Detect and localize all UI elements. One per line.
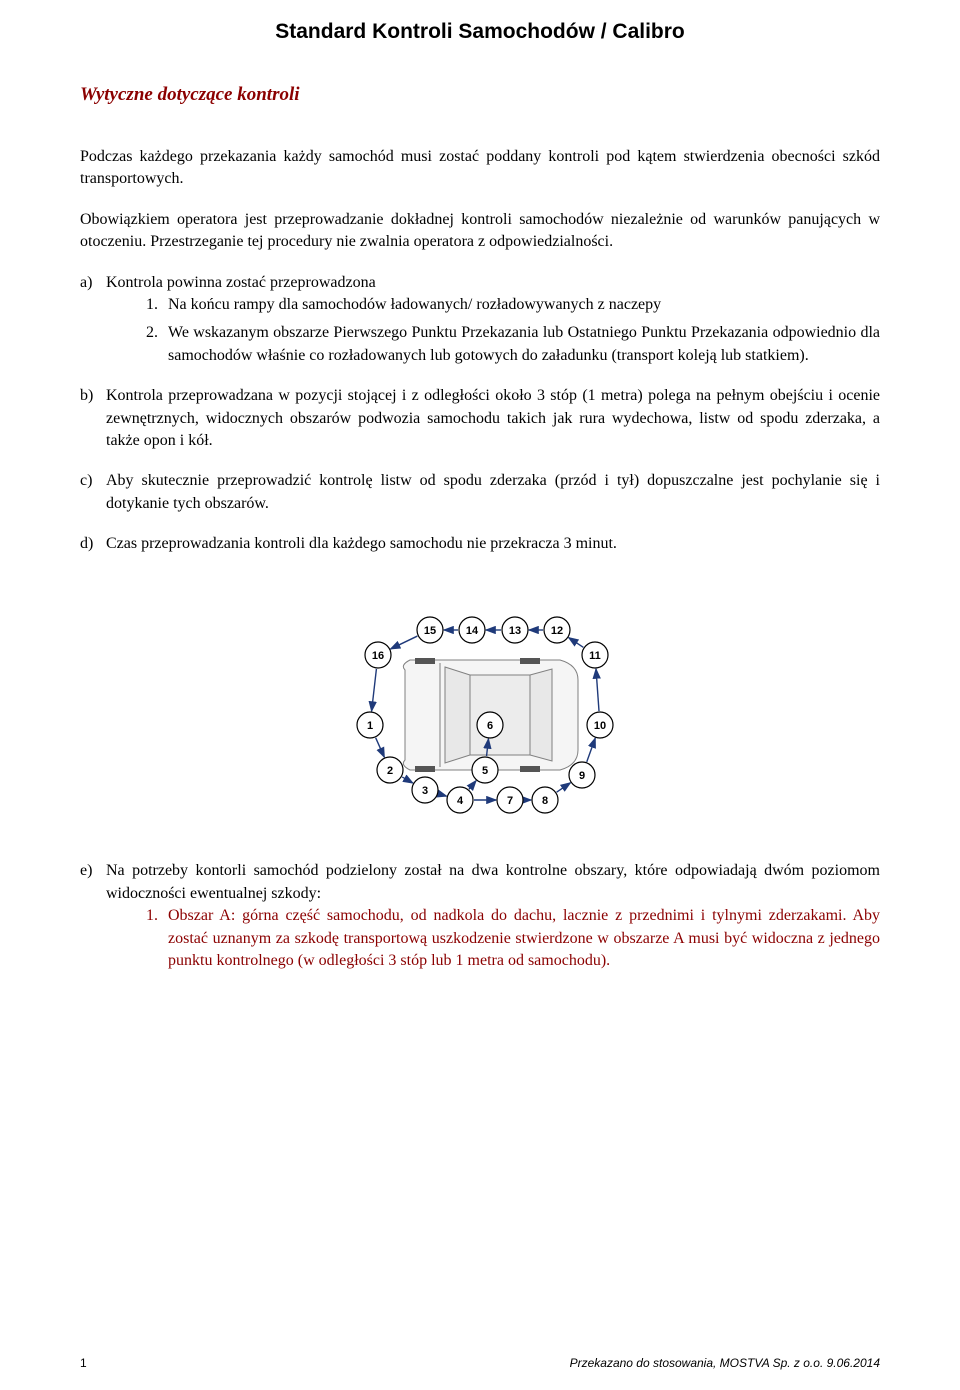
svg-text:15: 15 xyxy=(424,625,436,637)
sub-list-e: 1. Obszar A: górna część samochodu, od n… xyxy=(106,905,880,972)
svg-text:7: 7 xyxy=(507,795,513,807)
list-item-b: b) Kontrola przeprowadzana w pozycji sto… xyxy=(80,385,880,452)
svg-text:4: 4 xyxy=(457,795,464,807)
arrow xyxy=(372,669,377,711)
section-subtitle: Wytyczne dotyczące kontroli xyxy=(80,84,880,106)
svg-text:16: 16 xyxy=(372,650,384,662)
paragraph-intro-1: Podczas każdego przekazania każdy samoch… xyxy=(80,146,880,191)
inspection-point-7: 7 xyxy=(497,787,523,813)
inspection-point-11: 11 xyxy=(582,642,608,668)
arrow xyxy=(469,781,476,789)
arrow xyxy=(569,638,584,648)
inspection-point-3: 3 xyxy=(412,777,438,803)
svg-text:14: 14 xyxy=(466,625,479,637)
svg-text:13: 13 xyxy=(509,625,521,637)
inspection-point-5: 5 xyxy=(472,757,498,783)
inspection-point-14: 14 xyxy=(459,617,485,643)
arrow xyxy=(376,738,385,757)
svg-text:3: 3 xyxy=(422,785,428,797)
sub-text-a1: Na końcu rampy dla samochodów ładowanych… xyxy=(168,296,661,313)
inspection-point-10: 10 xyxy=(587,712,613,738)
list-marker-d: d) xyxy=(80,533,93,555)
list-text-d: Czas przeprowadzania kontroli dla każdeg… xyxy=(106,535,617,552)
document-title: Standard Kontroli Samochodów / Calibro xyxy=(80,20,880,44)
svg-text:10: 10 xyxy=(594,720,606,732)
list-marker-e: e) xyxy=(80,860,92,882)
svg-text:2: 2 xyxy=(387,765,393,777)
list-item-e: e) Na potrzeby kontorli samochód podziel… xyxy=(80,860,880,972)
paragraph-intro-2: Obowiązkiem operatora jest przeprowadzan… xyxy=(80,209,880,254)
page-footer: 1 Przekazano do stosowania, MOSTVA Sp. z… xyxy=(80,1356,880,1370)
arrow xyxy=(587,739,596,763)
inspection-point-1: 1 xyxy=(357,712,383,738)
inspection-diagram: 12345678910111213141516 xyxy=(320,575,640,825)
list-text-b: Kontrola przeprowadzana w pozycji stojąc… xyxy=(106,387,880,449)
list-item-a-lead: Kontrola powinna zostać przeprowadzona xyxy=(106,274,376,291)
list-item-e-lead: Na potrzeby kontorli samochód podzielony… xyxy=(106,862,880,901)
sub-num-e1: 1. xyxy=(146,905,158,927)
arrow xyxy=(391,637,418,650)
inspection-point-4: 4 xyxy=(447,787,473,813)
sub-list-a: 1. Na końcu rampy dla samochodów ładowan… xyxy=(106,294,880,367)
arrow xyxy=(596,669,599,711)
sub-num-a2: 2. xyxy=(146,322,158,344)
inspection-point-2: 2 xyxy=(377,757,403,783)
document-page: Standard Kontroli Samochodów / Calibro W… xyxy=(0,0,960,1390)
inspection-point-12: 12 xyxy=(544,617,570,643)
svg-text:8: 8 xyxy=(542,795,548,807)
list-marker-a: a) xyxy=(80,272,92,294)
sub-text-e1: Obszar A: górna część samochodu, od nadk… xyxy=(168,907,880,969)
svg-text:12: 12 xyxy=(551,625,563,637)
svg-text:5: 5 xyxy=(482,765,488,777)
sub-num-a1: 1. xyxy=(146,294,158,316)
sub-item-a2: 2. We wskazanym obszarze Pierwszego Punk… xyxy=(146,322,880,367)
arrow xyxy=(557,783,571,792)
list-marker-b: b) xyxy=(80,385,93,407)
sub-text-a2: We wskazanym obszarze Pierwszego Punktu … xyxy=(168,324,880,363)
footer-attribution: Przekazano do stosowania, MOSTVA Sp. z o… xyxy=(570,1356,880,1370)
list-item-d: d) Czas przeprowadzania kontroli dla każ… xyxy=(80,533,880,555)
arrow xyxy=(402,777,413,783)
svg-text:11: 11 xyxy=(589,650,601,662)
inspection-diagram-container: 12345678910111213141516 xyxy=(80,575,880,830)
inspection-point-8: 8 xyxy=(532,787,558,813)
svg-text:9: 9 xyxy=(579,770,585,782)
inspection-point-13: 13 xyxy=(502,617,528,643)
sub-item-e1: 1. Obszar A: górna część samochodu, od n… xyxy=(146,905,880,972)
inspection-point-15: 15 xyxy=(417,617,443,643)
footer-page-number: 1 xyxy=(80,1356,87,1370)
inspection-point-16: 16 xyxy=(365,642,391,668)
arrow xyxy=(438,794,446,796)
list-marker-c: c) xyxy=(80,470,92,492)
inspection-point-6: 6 xyxy=(477,712,503,738)
list-item-a: a) Kontrola powinna zostać przeprowadzon… xyxy=(80,272,880,368)
list-text-c: Aby skutecznie przeprowadzić kontrolę li… xyxy=(106,472,880,511)
svg-text:6: 6 xyxy=(487,720,493,732)
sub-item-a1: 1. Na końcu rampy dla samochodów ładowan… xyxy=(146,294,880,316)
inspection-point-9: 9 xyxy=(569,762,595,788)
svg-text:1: 1 xyxy=(367,720,373,732)
list-item-c: c) Aby skutecznie przeprowadzić kontrolę… xyxy=(80,470,880,515)
